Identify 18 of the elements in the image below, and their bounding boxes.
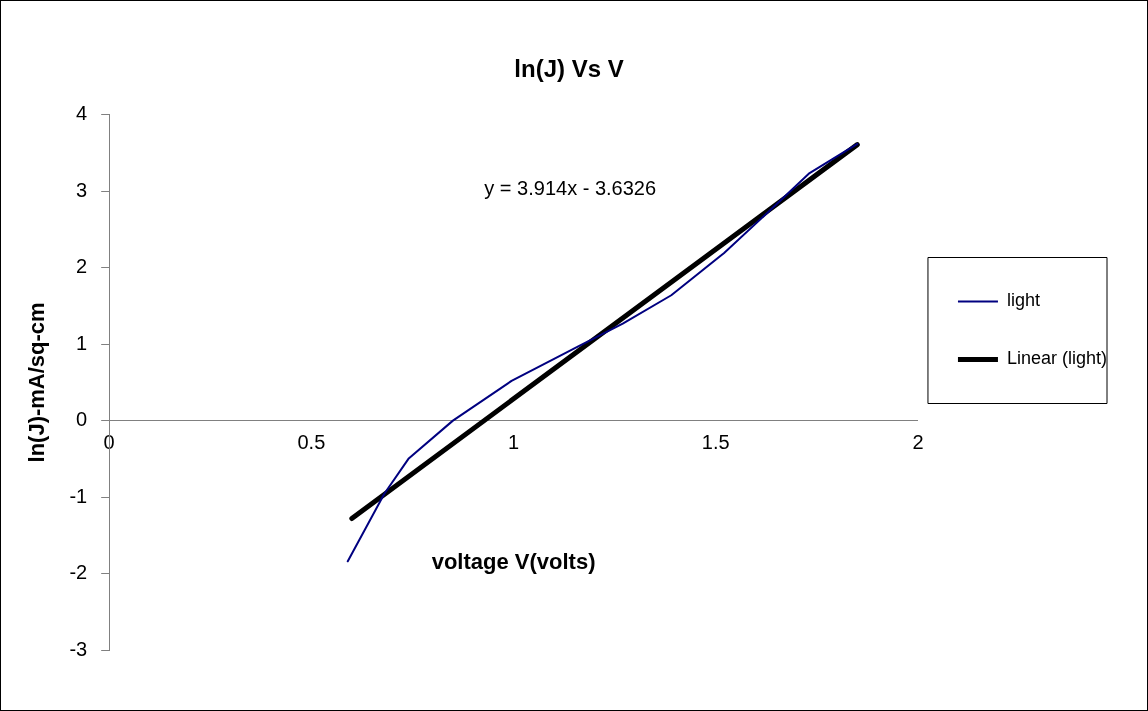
legend-label: Linear (light) xyxy=(1006,348,1107,369)
y-tick-label: 3 xyxy=(76,178,88,201)
x-tick-label: 0.5 xyxy=(297,431,326,454)
y-tick-label: -1 xyxy=(69,484,88,507)
x-axis-title: voltage V(volts) xyxy=(431,548,596,574)
y-tick-label: -3 xyxy=(69,637,88,660)
y-axis-title: ln(J)-mA/sq-cm xyxy=(24,302,50,463)
y-tick-label: 0 xyxy=(76,408,88,431)
y-tick-label: -2 xyxy=(69,561,88,584)
y-tick-label: 4 xyxy=(76,102,88,125)
x-tick-label: 1.5 xyxy=(701,431,730,454)
chart-title: ln(J) Vs V xyxy=(514,55,624,83)
y-tick-label: 1 xyxy=(76,331,88,354)
annotation: y = 3.914x - 3.6326 xyxy=(484,177,657,200)
legend-label: light xyxy=(1006,290,1040,311)
x-tick-label: 2 xyxy=(912,431,924,454)
x-tick-label: 1 xyxy=(508,431,520,454)
y-tick-label: 2 xyxy=(76,255,88,278)
